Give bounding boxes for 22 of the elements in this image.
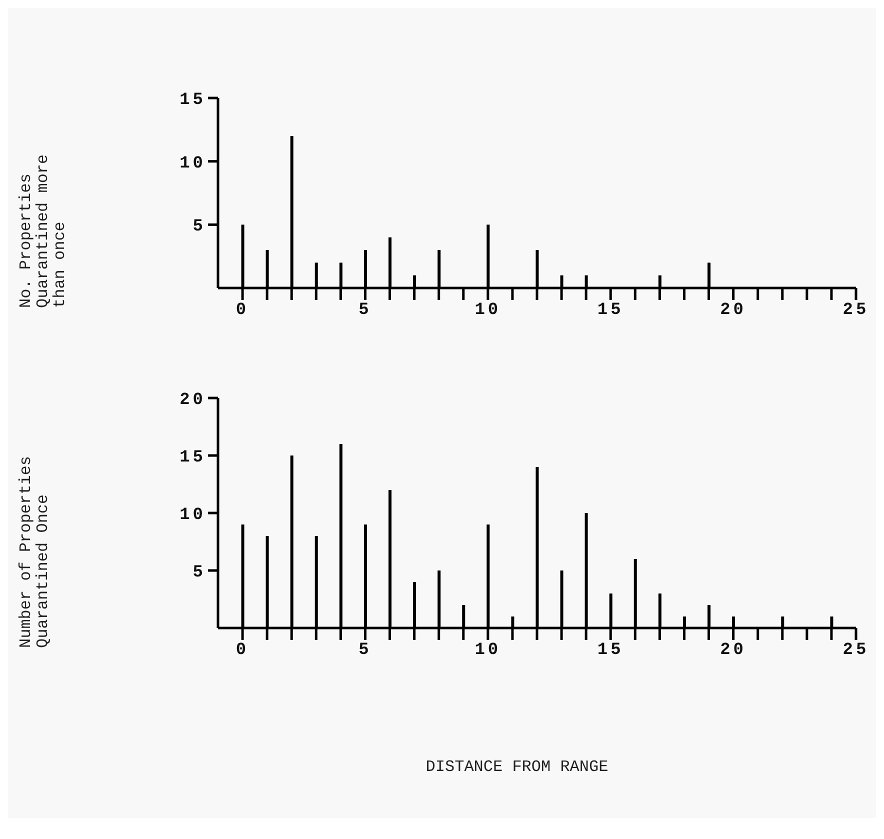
y-axis-title: No. Properties Quarantined more than once [17, 153, 69, 308]
x-tick-label: 15 [597, 301, 624, 320]
y-tick-label: 5 [192, 564, 206, 583]
x-tick-label: 15 [597, 641, 624, 660]
y-tick-label: 10 [180, 506, 206, 526]
x-tick-label: 10 [474, 301, 502, 320]
x-tick-label: 5 [358, 301, 372, 320]
x-tick-label: 20 [720, 641, 747, 660]
x-tick-label: 0 [236, 301, 250, 320]
x-tick-label: 25 [842, 301, 870, 320]
x-tick-label: 25 [842, 641, 870, 660]
x-tick-label: 10 [474, 641, 502, 660]
x-tick-label: 5 [358, 641, 372, 660]
y-tick-label: 15 [180, 91, 206, 110]
y-axis-title: Number of Properties Quarantined Once [17, 454, 52, 648]
x-tick-label: 0 [236, 641, 250, 660]
y-tick-label: 15 [180, 448, 206, 468]
y-tick-label: 20 [180, 391, 206, 410]
y-tick-label: 10 [180, 154, 206, 174]
x-tick-label: 20 [720, 301, 747, 320]
x-axis-title: DISTANCE FROM RANGE [424, 758, 610, 776]
y-tick-label: 5 [192, 218, 206, 237]
